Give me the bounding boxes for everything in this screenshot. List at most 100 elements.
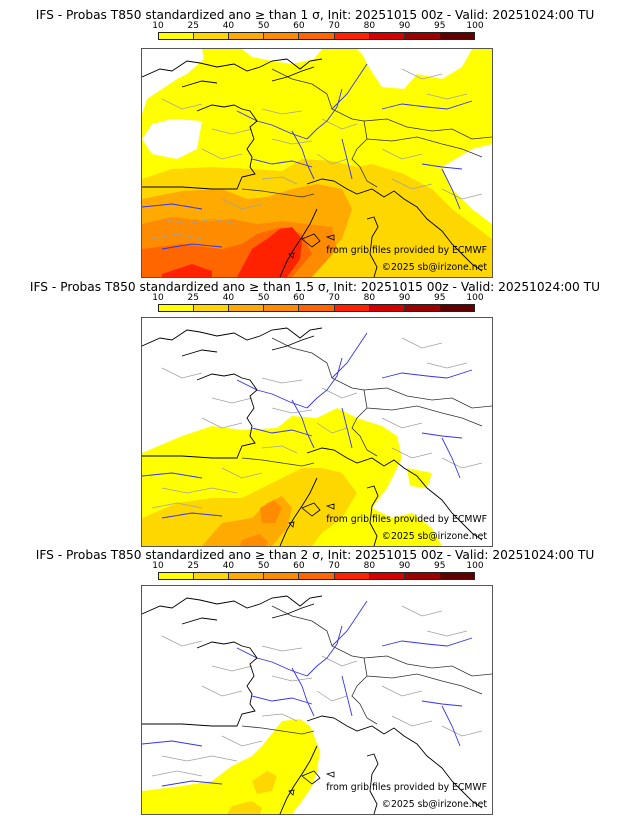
panel-sigma-1: IFS - Probas T850 standardized ano ≥ tha… — [0, 8, 630, 280]
probability-map: from grib files provided by ECMWF ©2025 … — [141, 585, 493, 815]
colorbar-tick-label: 40 — [222, 21, 235, 31]
source-credit: from grib files provided by ECMWF — [326, 245, 487, 256]
coastline — [142, 327, 483, 546]
colorbar-tick-label: 70 — [328, 561, 340, 571]
colorbar-segment — [439, 305, 474, 311]
colorbar-segment — [229, 33, 265, 39]
colorbar-segment — [369, 573, 405, 579]
probability-field — [142, 408, 442, 546]
colorbar-tick-label: 25 — [187, 293, 199, 303]
colorbar-tick-label: 10 — [152, 21, 164, 31]
coastline — [142, 595, 483, 814]
colorbar-tick-label: 50 — [257, 21, 270, 31]
colorbar-tick-label: 90 — [398, 293, 411, 303]
source-credit: from grib files provided by ECMWF — [326, 514, 487, 525]
map-svg — [142, 327, 492, 546]
colorbar-segment — [334, 33, 370, 39]
colorbar-segment — [334, 305, 370, 311]
admin-borders — [151, 68, 483, 240]
colorbar-tick-label: 95 — [434, 293, 446, 303]
colorbar-tick-label: 50 — [257, 561, 270, 571]
colorbar-segment — [159, 573, 195, 579]
probability-contour-level-50 — [240, 500, 282, 546]
colorbar-tick-label: 40 — [222, 293, 235, 303]
colorbar-segment — [439, 33, 474, 39]
colorbar-tick-label: 95 — [434, 21, 446, 31]
copyright-credit: ©2025 sb@irizone.net — [381, 262, 487, 273]
colorbar-tick-label: 40 — [222, 561, 235, 571]
panel-title: IFS - Probas T850 standardized ano ≥ tha… — [35, 8, 595, 22]
colorbar-tick-label: 90 — [398, 21, 411, 31]
colorbar-segment — [159, 305, 195, 311]
colorbar-segment — [264, 573, 300, 579]
copyright-credit: ©2025 sb@irizone.net — [381, 799, 487, 810]
country-borders — [241, 337, 492, 467]
colorbar-segment — [369, 33, 405, 39]
rivers — [142, 63, 473, 250]
colorbar-tick-label: 80 — [363, 293, 376, 303]
admin-borders — [151, 605, 483, 777]
colorbar-tick-label: 25 — [187, 561, 199, 571]
colorbar-ticks: 10 25 40 50 60 70 80 90 95 100 — [0, 293, 630, 303]
source-credit: from grib files provided by ECMWF — [326, 782, 487, 793]
colorbar-segment — [334, 573, 370, 579]
copyright-credit: ©2025 sb@irizone.net — [381, 531, 487, 542]
probability-field — [142, 719, 320, 814]
map-svg — [142, 49, 492, 277]
colorbar-tick-label: 60 — [293, 293, 305, 303]
colorbar-segment — [229, 573, 265, 579]
balearic-islands — [288, 502, 335, 528]
colorbar-segment — [404, 33, 440, 39]
colorbar-segment — [229, 305, 265, 311]
colorbar-segment — [439, 573, 474, 579]
panel-title: IFS - Probas T850 standardized ano ≥ tha… — [29, 280, 601, 294]
coastline — [142, 58, 483, 277]
colorbar-segment — [404, 573, 440, 579]
colorbar-segment — [194, 33, 230, 39]
probability-map: from grib files provided by ECMWF ©2025 … — [141, 317, 493, 547]
admin-borders — [151, 337, 483, 509]
rivers — [142, 600, 473, 787]
colorbar-tick-label: 60 — [293, 21, 305, 31]
colorbar — [158, 32, 475, 40]
probability-map: from grib files provided by ECMWF ©2025 … — [141, 48, 493, 278]
colorbar-segment — [404, 305, 440, 311]
probability-contour-level-70 — [162, 227, 302, 277]
colorbar-segment — [299, 305, 335, 311]
colorbar-segment — [194, 305, 230, 311]
colorbar-segment — [194, 573, 230, 579]
colorbar-tick-label: 60 — [293, 561, 305, 571]
balearic-islands — [288, 233, 335, 259]
colorbar-tick-label: 95 — [434, 561, 446, 571]
colorbar-segment — [264, 33, 300, 39]
colorbar-tick-label: 50 — [257, 293, 270, 303]
colorbar-tick-label: 100 — [466, 21, 484, 31]
colorbar-ticks: 10 25 40 50 60 70 80 90 95 100 — [0, 561, 630, 571]
colorbar-tick-label: 70 — [328, 293, 340, 303]
panel-title: IFS - Probas T850 standardized ano ≥ tha… — [35, 548, 595, 562]
colorbar-tick-label: 100 — [466, 293, 484, 303]
country-borders — [241, 605, 492, 735]
probability-contour-level-25 — [142, 468, 357, 546]
colorbar-segment — [159, 33, 195, 39]
colorbar-tick-label: 10 — [152, 293, 164, 303]
panel-sigma-2: IFS - Probas T850 standardized ano ≥ tha… — [0, 548, 630, 818]
colorbar-tick-label: 80 — [363, 21, 376, 31]
colorbar-segment — [264, 305, 300, 311]
colorbar-segment — [299, 573, 335, 579]
colorbar-ticks: 10 25 40 50 60 70 80 90 95 100 — [0, 21, 630, 31]
balearic-islands — [288, 770, 335, 796]
country-borders — [241, 68, 492, 198]
colorbar-tick-label: 100 — [466, 561, 484, 571]
colorbar-tick-label: 10 — [152, 561, 164, 571]
colorbar-tick-label: 90 — [398, 561, 411, 571]
panel-sigma-1-5: IFS - Probas T850 standardized ano ≥ tha… — [0, 280, 630, 548]
map-svg — [142, 595, 492, 814]
colorbar — [158, 572, 475, 580]
colorbar — [158, 304, 475, 312]
probability-contour-level-10 — [142, 719, 320, 814]
colorbar-tick-label: 25 — [187, 21, 199, 31]
colorbar-segment — [299, 33, 335, 39]
rivers — [142, 332, 473, 519]
probability-contour-level-25 — [227, 771, 277, 814]
